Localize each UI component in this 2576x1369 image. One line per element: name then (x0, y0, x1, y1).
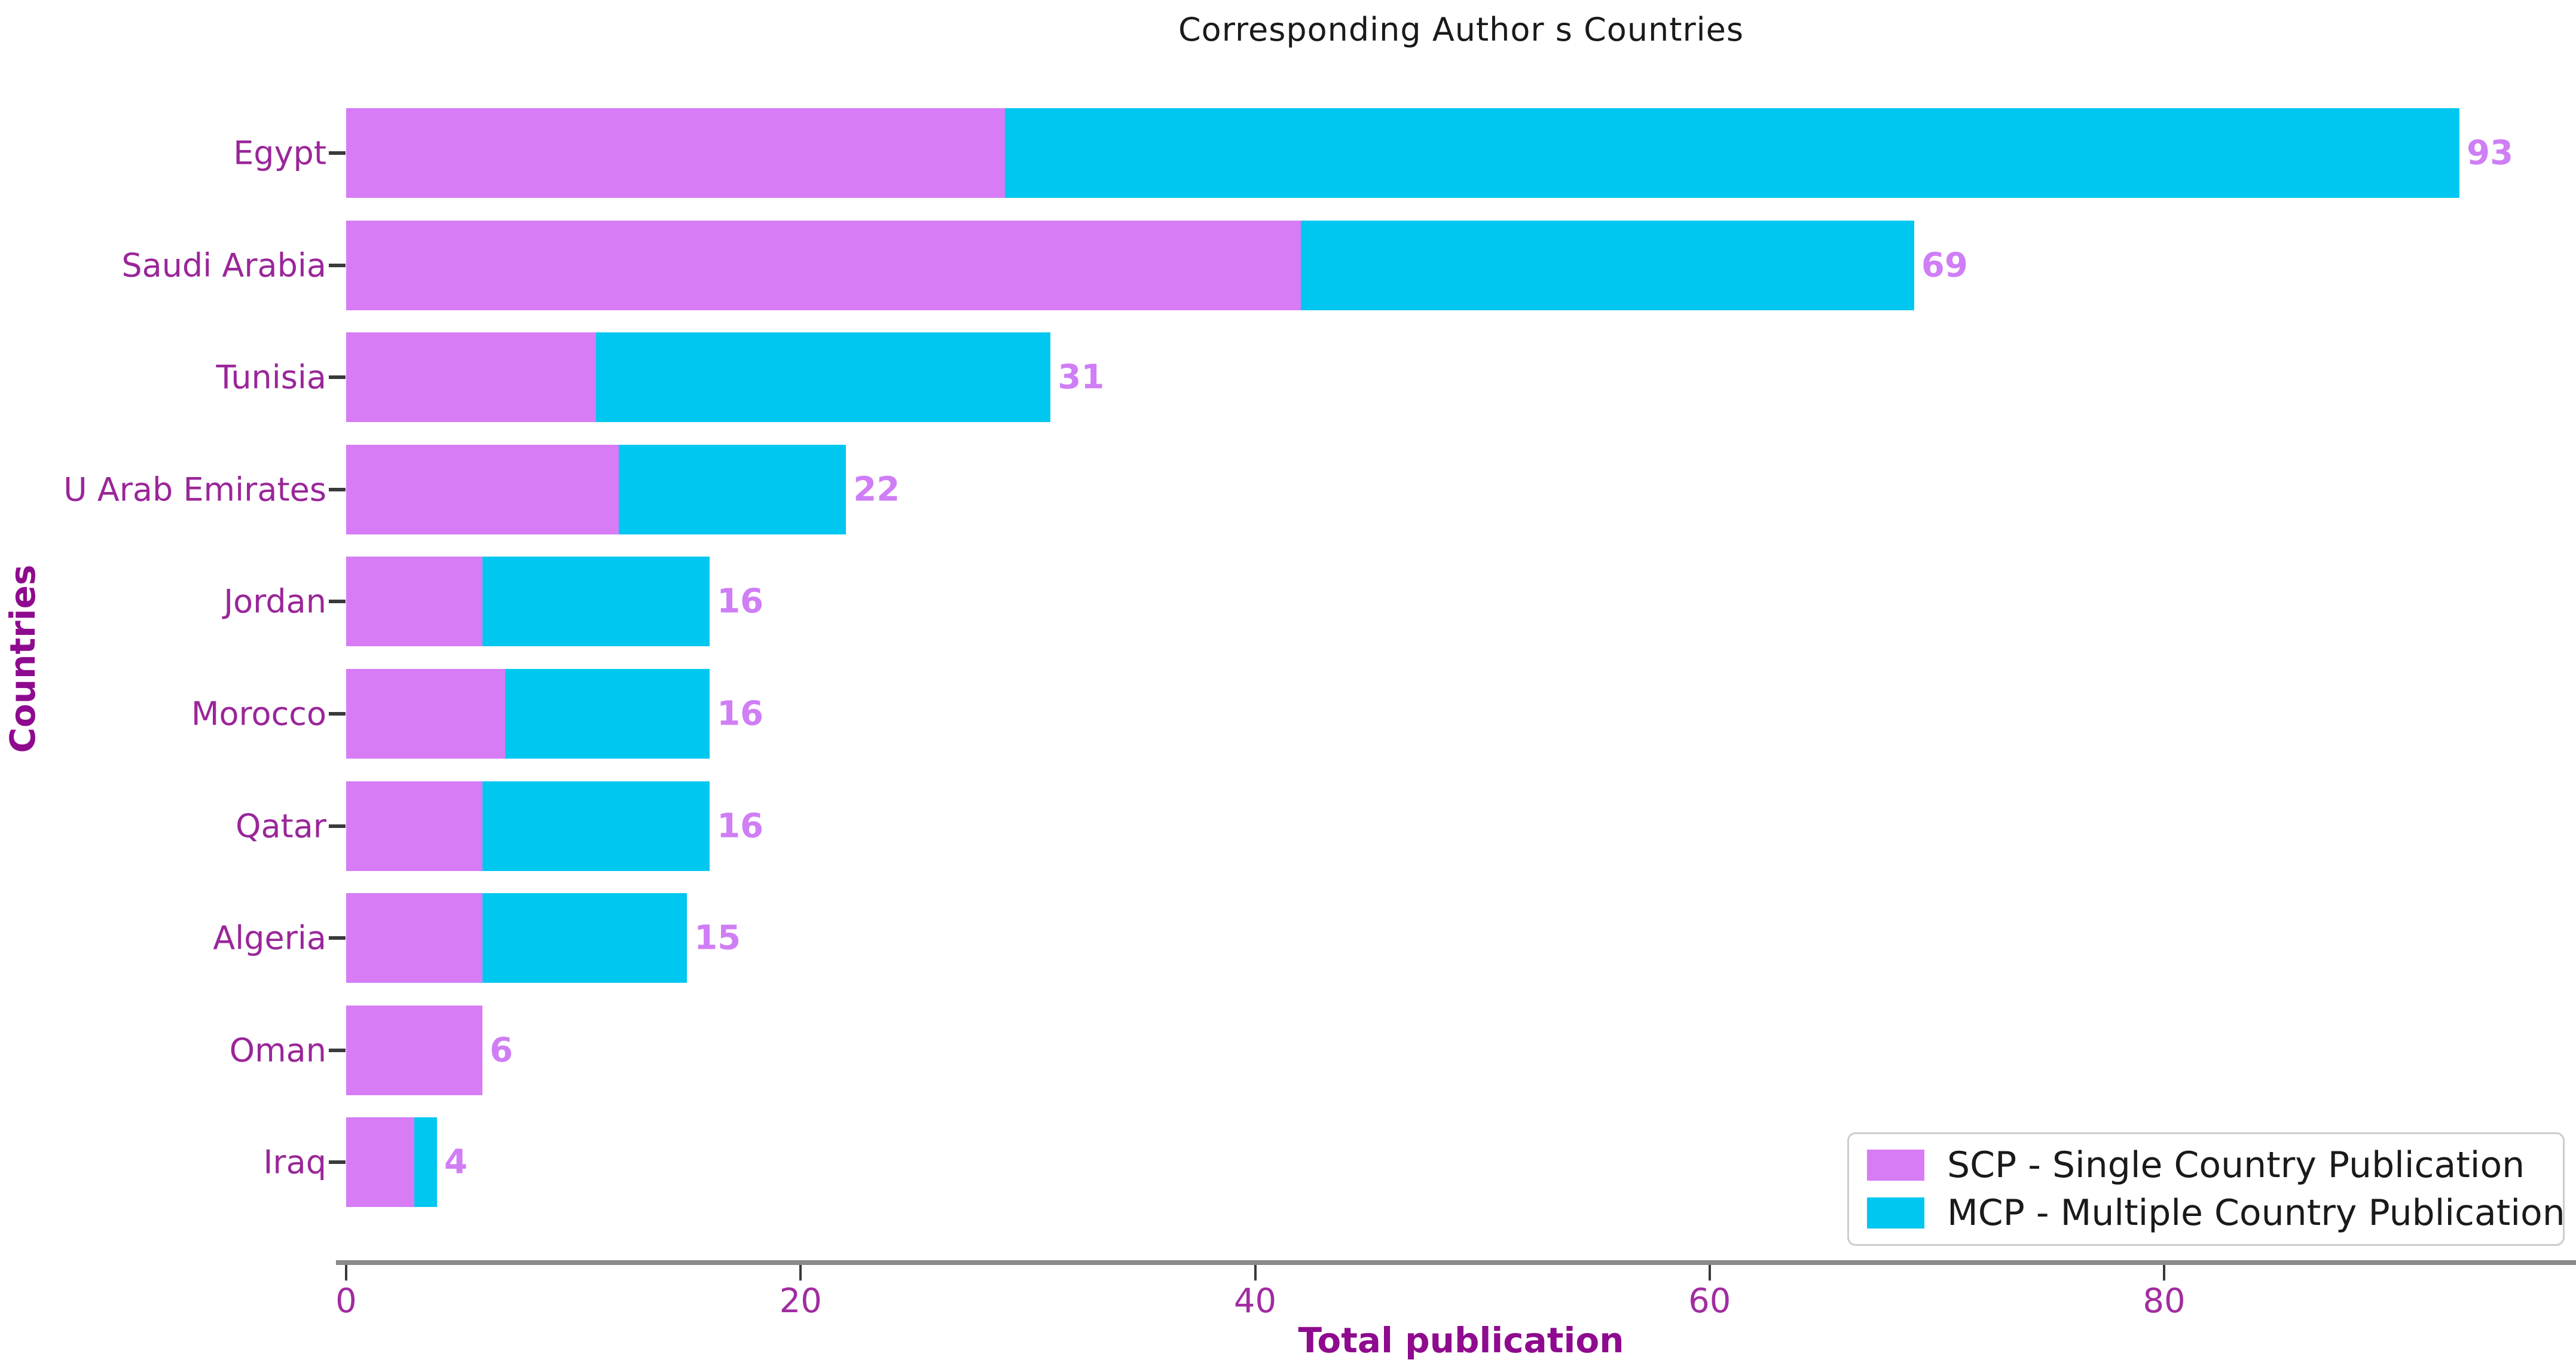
x-tick-label: 60 (1688, 1282, 1731, 1321)
scp-bar-segment (346, 669, 506, 759)
scp-bar-segment (346, 893, 483, 983)
mcp-bar-segment (414, 1117, 438, 1208)
bar-total-label: 69 (1921, 246, 1968, 285)
scp-bar-segment (346, 332, 597, 423)
y-tick-mark (329, 600, 346, 604)
x-axis-line (336, 1260, 2576, 1265)
category-label: Tunisia (216, 358, 326, 396)
legend-label-mcp: MCP - Multiple Country Publication (1947, 1192, 2565, 1234)
scp-bar-segment (346, 444, 619, 534)
chart-title: Corresponding Author s Countries (1178, 11, 1744, 48)
x-tick-mark (2163, 1265, 2165, 1281)
y-tick-mark (329, 487, 346, 491)
bar-total-label: 93 (2467, 133, 2514, 173)
y-tick-mark (329, 1048, 346, 1052)
category-label: Morocco (191, 695, 326, 733)
bar-total-label: 6 (490, 1031, 514, 1070)
category-label: Egypt (233, 134, 326, 172)
scp-bar-segment (346, 781, 483, 871)
category-label: Jordan (224, 582, 326, 621)
mcp-bar-segment (482, 557, 710, 647)
legend-label-scp: SCP - Single Country Publication (1947, 1144, 2525, 1186)
x-tick-mark (1254, 1265, 1257, 1281)
category-label: Saudi Arabia (121, 246, 326, 285)
x-tick-label: 0 (335, 1282, 357, 1321)
mcp-bar-segment (505, 669, 710, 759)
y-tick-mark (329, 1160, 346, 1165)
x-tick-label: 40 (1233, 1282, 1277, 1321)
bar-total-label: 16 (717, 582, 764, 621)
x-axis-title: Total publication (1298, 1320, 1624, 1361)
scp-bar-segment (346, 108, 1006, 198)
y-tick-mark (329, 375, 346, 380)
scp-bar-segment (346, 557, 483, 647)
y-axis-title: Countries (2, 564, 43, 753)
scp-bar-segment (346, 220, 1301, 310)
mcp-swatch-icon (1867, 1197, 1924, 1229)
scp-swatch-icon (1867, 1149, 1924, 1181)
bar-total-label: 4 (444, 1142, 468, 1182)
legend-item-mcp: MCP - Multiple Country Publication (1867, 1192, 2565, 1234)
legend-item-scp: SCP - Single Country Publication (1867, 1144, 2545, 1186)
x-tick-label: 20 (779, 1282, 822, 1321)
mcp-bar-segment (1005, 108, 2460, 198)
x-tick-mark (799, 1265, 802, 1281)
scp-bar-segment (346, 1117, 415, 1208)
category-label: Iraq (263, 1143, 327, 1181)
bar-total-label: 16 (717, 694, 764, 734)
y-tick-mark (329, 263, 346, 267)
y-tick-mark (329, 824, 346, 828)
category-label: Oman (229, 1031, 326, 1069)
mcp-bar-segment (1300, 220, 1914, 310)
mcp-bar-segment (482, 781, 710, 871)
mcp-bar-segment (619, 444, 847, 534)
mcp-bar-segment (482, 893, 687, 983)
bar-total-label: 15 (694, 918, 741, 958)
x-tick-label: 80 (2143, 1282, 2186, 1321)
mcp-bar-segment (596, 332, 1051, 423)
legend: SCP - Single Country Publication MCP - M… (1847, 1132, 2565, 1246)
bar-total-label: 31 (1058, 357, 1105, 397)
y-tick-mark (329, 151, 346, 155)
bar-total-label: 16 (717, 806, 764, 846)
category-label: Algeria (213, 919, 326, 957)
bar-total-label: 22 (853, 470, 900, 509)
scp-bar-segment (346, 1005, 483, 1095)
x-tick-mark (345, 1265, 347, 1281)
category-label: U Arab Emirates (63, 470, 326, 509)
y-tick-mark (329, 712, 346, 716)
category-label: Qatar (235, 807, 326, 845)
x-tick-mark (1708, 1265, 1711, 1281)
y-tick-mark (329, 936, 346, 940)
